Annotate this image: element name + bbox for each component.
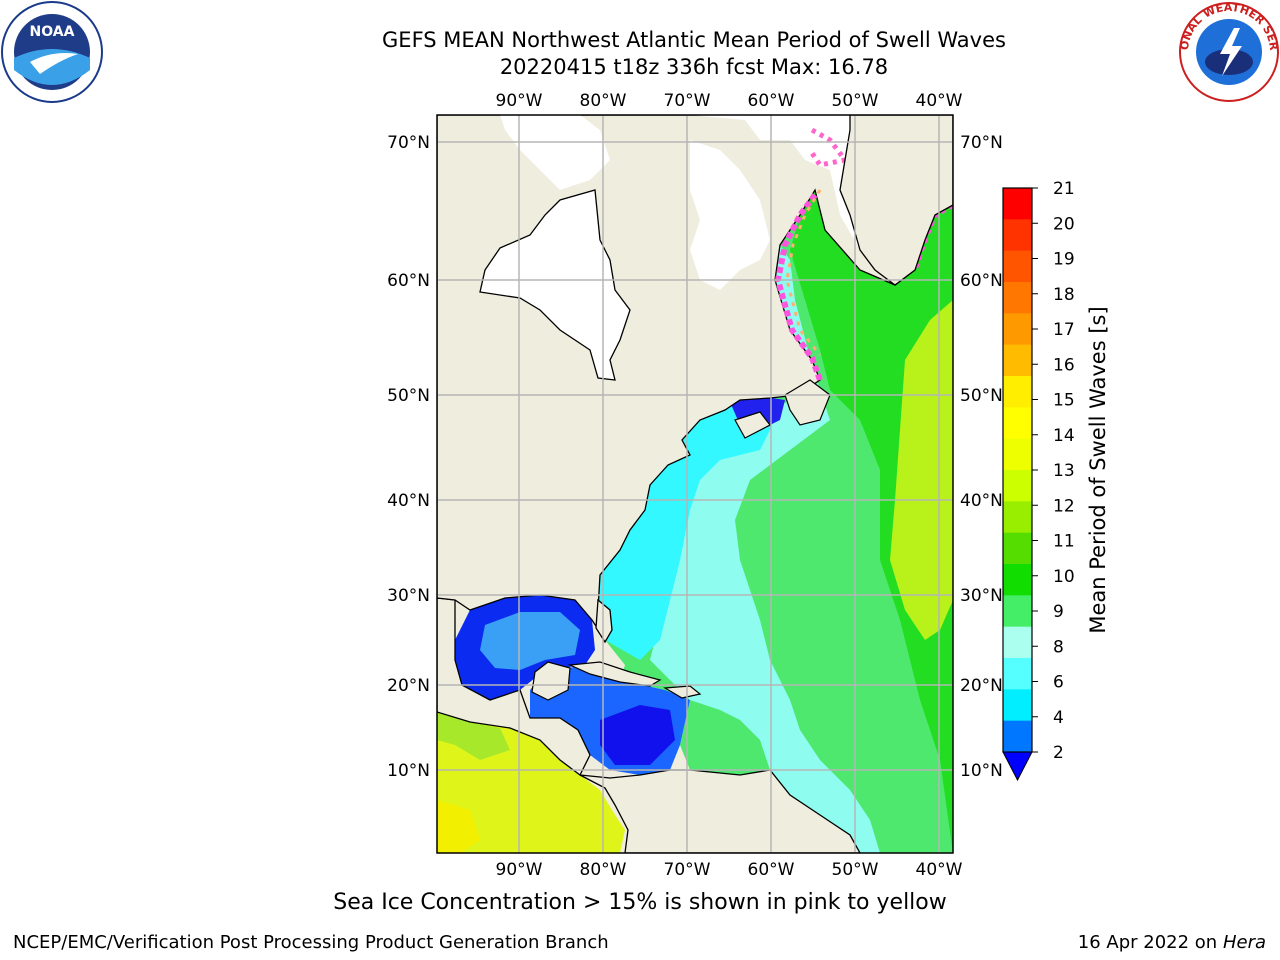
baffin-ice	[690, 140, 770, 290]
colorbar-bin	[1003, 313, 1032, 346]
lon-label-bottom-90w: 90°W	[496, 860, 543, 880]
pacific-green-patch	[437, 712, 510, 760]
lon-label-top-80w: 80°W	[580, 91, 627, 111]
cuba-land	[567, 661, 662, 687]
lon-label-top-60w: 60°W	[748, 91, 795, 111]
noaa-logo-icon: NOAA	[1, 1, 103, 103]
lon-label-top-40w: 40°W	[916, 91, 963, 111]
colorbar-extend-triangle	[1002, 751, 1033, 782]
footer-date: 16 Apr 2022 on Hera	[1078, 932, 1266, 953]
lon-label-top-90w: 90°W	[496, 91, 543, 111]
lat-label-right-70n: 70°N	[960, 133, 1003, 153]
colorbar-tick-label: 8	[1053, 637, 1064, 657]
map-content	[437, 115, 953, 853]
colorbar-bin	[1003, 595, 1032, 628]
ocean-yellow-green	[890, 300, 953, 640]
lat-label-right-20n: 20°N	[960, 676, 1003, 696]
colorbar-tick-label: 9	[1053, 602, 1064, 622]
south-america-land	[579, 769, 861, 853]
lat-label-left-10n: 10°N	[387, 761, 430, 781]
lat-label-left-60n: 60°N	[387, 271, 430, 291]
colorbar-tick-label: 18	[1053, 285, 1075, 305]
hispaniola-land	[663, 685, 702, 699]
lon-label-bottom-50w: 50°W	[832, 860, 879, 880]
colorbar-bin	[1003, 689, 1032, 722]
noaa-logo-text: NOAA	[30, 24, 75, 40]
colorbar-tick-label: 17	[1053, 320, 1075, 340]
colorbar-tick-label: 4	[1053, 708, 1064, 728]
lat-label-left-70n: 70°N	[387, 133, 430, 153]
colorbar-label: Mean Period of Swell Waves [s]	[1086, 306, 1110, 633]
yucatan-land	[531, 661, 571, 701]
colorbar-tick-label: 20	[1053, 214, 1075, 234]
colorbar-tick-label: 6	[1053, 673, 1064, 693]
colorbar-bin	[1003, 250, 1032, 283]
colorbar-bin	[1003, 470, 1032, 502]
graticule	[437, 115, 953, 853]
sea-ice-footnote: Sea Ice Concentration > 15% is shown in …	[333, 890, 947, 915]
map-frame	[436, 114, 954, 854]
lon-label-bottom-60w: 60°W	[748, 860, 795, 880]
footer-host: Hera	[1222, 932, 1266, 953]
footer-credit: NCEP/EMC/Verification Post Processing Pr…	[13, 932, 609, 953]
colorbar-tick-label: 10	[1053, 567, 1075, 587]
colorbar-bin	[1003, 658, 1032, 690]
newfoundland-land	[784, 379, 831, 426]
central-america-land	[437, 597, 591, 776]
colorbar-bin	[1003, 532, 1032, 565]
lat-label-right-10n: 10°N	[960, 761, 1003, 781]
colorbar-tick-label: 21	[1053, 179, 1075, 199]
lon-label-bottom-80w: 80°W	[580, 860, 627, 880]
colorbar-tick-label: 13	[1053, 461, 1075, 481]
lat-label-right-60n: 60°N	[960, 271, 1003, 291]
sea-ice-edge-outer	[785, 189, 822, 356]
footer-date-text: 16 Apr 2022 on	[1077, 932, 1218, 953]
colorbar-tick-label: 12	[1053, 496, 1075, 516]
colorbar-bin	[1003, 344, 1032, 377]
lon-label-top-70w: 70°W	[664, 91, 711, 111]
colorbar-bin	[1003, 564, 1032, 596]
lat-label-left-40n: 40°N	[387, 491, 430, 511]
hudson-bay-ice	[479, 189, 631, 381]
lat-label-left-30n: 30°N	[387, 586, 430, 606]
colorbar-bin	[1003, 626, 1032, 659]
colorbar-bin	[1003, 720, 1032, 753]
ocean-gulf-of-mexico-inner	[480, 612, 580, 670]
title-line-1: GEFS MEAN Northwest Atlantic Mean Period…	[382, 28, 1006, 52]
colorbar-bin	[1003, 219, 1032, 252]
greenland-land	[839, 115, 953, 286]
title-line-2: 20220415 t18z 336h fcst Max: 16.78	[499, 55, 889, 79]
colorbar-ticks: 21 20 19 18 17 16 15 14 13 12 11 10 9 8 6 4 2	[1032, 179, 1075, 763]
lon-label-bottom-70w: 70°W	[664, 860, 711, 880]
colorbar-tick-label: 2	[1053, 743, 1064, 763]
florida-land	[595, 598, 613, 644]
colorbar-tick-label: 19	[1053, 250, 1075, 270]
colorbar-tick-label: 15	[1053, 391, 1075, 411]
colorbar: 21 20 19 18 17 16 15 14 13 12 11 10 9 8 6 4 2 Mean Perio…	[1002, 179, 1110, 782]
colorbar-bin	[1003, 188, 1032, 220]
nws-logo-icon: NATIONAL WEATHER SERVICE	[1178, 0, 1280, 102]
lat-label-left-50n: 50°N	[387, 386, 430, 406]
lat-label-left-20n: 20°N	[387, 676, 430, 696]
colorbar-bin	[1003, 407, 1032, 440]
colorbar-tick-label: 16	[1053, 355, 1075, 375]
ocean-cyan-shelf	[650, 245, 880, 853]
nova-scotia-land	[734, 411, 771, 439]
pacific-orange-patch	[437, 800, 480, 853]
colorbar-tick-label: 14	[1053, 426, 1075, 446]
colorbar-bins	[1003, 188, 1032, 753]
lon-label-top-50w: 50°W	[832, 91, 879, 111]
lon-label-bottom-40w: 40°W	[916, 860, 963, 880]
colorbar-tick-label: 11	[1053, 532, 1075, 552]
colorbar-bin	[1003, 438, 1032, 471]
lat-label-right-50n: 50°N	[960, 386, 1003, 406]
ocean-caribbean-dark	[600, 705, 675, 765]
colorbar-bin	[1003, 501, 1032, 534]
colorbar-bin	[1003, 376, 1032, 408]
lat-label-right-40n: 40°N	[960, 491, 1003, 511]
colorbar-bin	[1003, 282, 1032, 314]
arctic-ice	[500, 115, 610, 190]
lat-label-right-30n: 30°N	[960, 586, 1003, 606]
